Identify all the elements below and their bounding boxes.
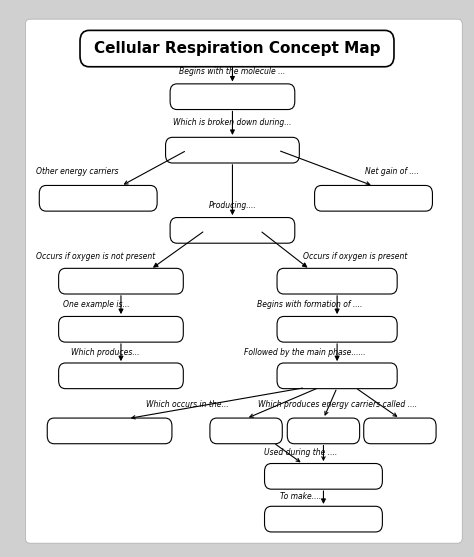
FancyBboxPatch shape (277, 363, 397, 389)
Text: Which produces...: Which produces... (71, 348, 139, 357)
FancyBboxPatch shape (26, 19, 462, 543)
Text: Other energy carriers: Other energy carriers (36, 167, 119, 176)
FancyBboxPatch shape (165, 138, 300, 163)
FancyBboxPatch shape (315, 185, 432, 211)
FancyBboxPatch shape (59, 316, 183, 342)
FancyBboxPatch shape (364, 418, 436, 444)
FancyBboxPatch shape (264, 463, 383, 489)
Text: Begins with the molecule ...: Begins with the molecule ... (179, 66, 285, 76)
Text: Followed by the main phase......: Followed by the main phase...... (245, 348, 366, 357)
Text: Occurs if oxygen is present: Occurs if oxygen is present (303, 252, 408, 261)
Text: Begins with formation of ....: Begins with formation of .... (257, 300, 363, 309)
Text: Which produces energy carriers called ....: Which produces energy carriers called ..… (257, 400, 417, 409)
FancyBboxPatch shape (59, 363, 183, 389)
Text: Which occurs in the...: Which occurs in the... (146, 400, 228, 409)
FancyBboxPatch shape (277, 268, 397, 294)
Text: Net gain of ....: Net gain of .... (365, 167, 419, 176)
FancyBboxPatch shape (264, 506, 383, 532)
Text: Used during the ....: Used during the .... (264, 448, 337, 457)
FancyBboxPatch shape (59, 268, 183, 294)
Text: Occurs if oxygen is not present: Occurs if oxygen is not present (36, 252, 155, 261)
FancyBboxPatch shape (47, 418, 172, 444)
FancyBboxPatch shape (80, 31, 394, 67)
Text: Cellular Respiration Concept Map: Cellular Respiration Concept Map (94, 41, 380, 56)
FancyBboxPatch shape (210, 418, 283, 444)
FancyBboxPatch shape (39, 185, 157, 211)
FancyBboxPatch shape (170, 218, 295, 243)
FancyBboxPatch shape (277, 316, 397, 342)
FancyBboxPatch shape (287, 418, 360, 444)
Text: Producing....: Producing.... (209, 201, 256, 211)
Text: Which is broken down during...: Which is broken down during... (173, 118, 292, 127)
Text: One example is...: One example is... (63, 300, 129, 309)
FancyBboxPatch shape (170, 84, 295, 110)
Text: To make....: To make.... (280, 492, 321, 501)
